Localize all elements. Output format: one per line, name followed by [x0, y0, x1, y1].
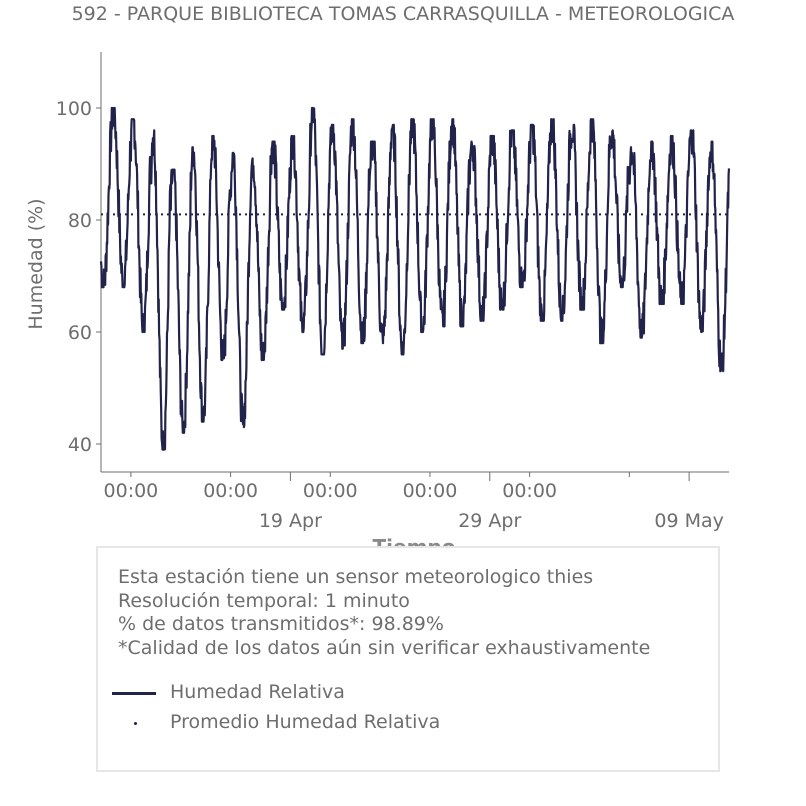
x-tick-label: 00:00: [104, 480, 159, 502]
axes: [96, 52, 729, 481]
x-major-label: 09 May: [654, 510, 724, 532]
info-line-resolution: Resolución temporal: 1 minuto: [118, 589, 410, 612]
x-tick-label: 00:00: [203, 480, 258, 502]
info-line-transmitted: % de datos transmitidos*: 98.89%: [118, 613, 444, 635]
x-major-label: 29 Apr: [458, 510, 521, 532]
legend-line-swatch: [112, 692, 156, 695]
y-tick-label: 80: [68, 210, 92, 232]
info-box: Esta estación tiene un sensor meteorolog…: [96, 546, 720, 772]
legend-dot-swatch: [134, 722, 137, 725]
legend-label-mean: Promedio Humedad Relativa: [170, 711, 441, 733]
info-text: Esta estación tiene un sensor meteorolog…: [118, 566, 650, 660]
info-line-quality: *Calidad de los datos aún sin verificar …: [118, 636, 651, 659]
y-tick-label: 100: [56, 98, 92, 120]
humidity-line: [99, 106, 731, 451]
info-line-sensor: Esta estación tiene un sensor meteorolog…: [118, 566, 594, 588]
x-tick-label: 00:00: [303, 480, 358, 502]
x-tick-label: 00:00: [403, 480, 458, 502]
y-tick-label: 60: [68, 322, 92, 344]
y-tick-label: 40: [68, 434, 92, 456]
x-major-label: 19 Apr: [259, 510, 322, 532]
chart-title: 592 - PARQUE BIBLIOTECA TOMAS CARRASQUIL…: [71, 3, 735, 25]
y-axis-title: Humedad (%): [25, 198, 47, 329]
legend-label-series: Humedad Relativa: [170, 681, 345, 703]
series-humedad-relativa: [99, 106, 731, 451]
x-tick-label: 00:00: [502, 480, 557, 502]
